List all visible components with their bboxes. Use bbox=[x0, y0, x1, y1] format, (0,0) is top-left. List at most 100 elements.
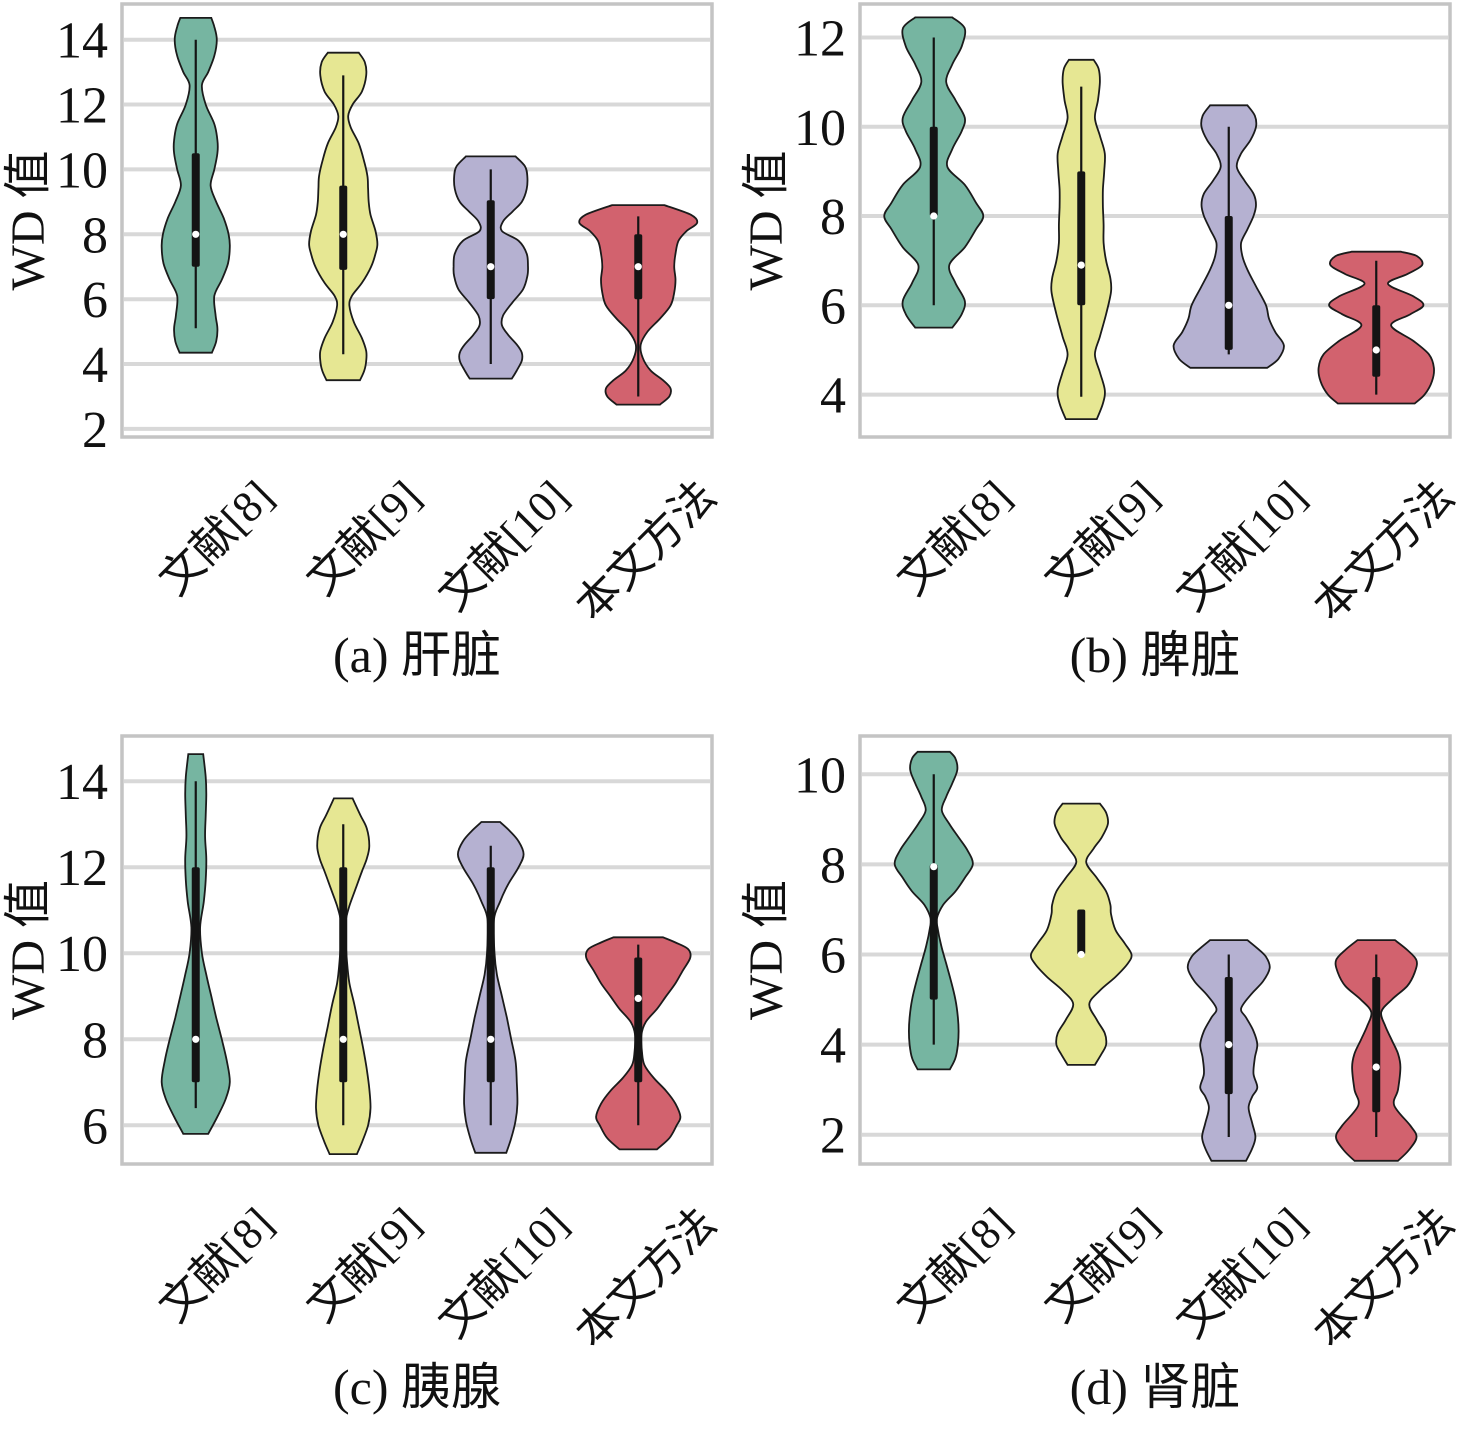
chart-a: 2 4 6 8 10 12 14 WD 值文献[8] 文献[9]文献[10]本文方法 (a) 肝脏 bbox=[2, 2, 725, 683]
median-dot-ref9 bbox=[1077, 950, 1085, 959]
x-tick-label-4: 本文方法 bbox=[566, 1198, 725, 1357]
chart-d: 2 4 6 8 10 WD 值文献[8] 文献[9]文献[10]本文方法 (d) 肾脏 bbox=[740, 734, 1463, 1415]
median-dot-ref9 bbox=[339, 1035, 347, 1043]
violin-ref10 bbox=[452, 155, 529, 380]
violin-ref8 bbox=[160, 17, 231, 354]
y-tick-label: 14 bbox=[56, 754, 108, 811]
x-tick-label-4: 本文方法 bbox=[566, 471, 725, 630]
chart-b: 4 6 8 10 12 WD 值文献[8] 文献[9]文献[10]本文方法 (b) 脾脏 bbox=[740, 2, 1463, 683]
iqr-box-ref9 bbox=[339, 867, 348, 1083]
panel-spleen: 4 6 8 10 12 WD 值文献[8] 文献[9] 文献[10] 本文方法 (b) 脾脏 bbox=[738, 0, 1476, 712]
x-tick-label-3: 文献[10] bbox=[429, 471, 578, 620]
panel-caption-a: (a) 肝脏 bbox=[333, 627, 501, 683]
y-axis-label: WD 值 bbox=[2, 151, 55, 291]
violin-ref10 bbox=[456, 821, 525, 1154]
violin-ref10 bbox=[1186, 939, 1271, 1162]
x-tick-label-2: 文献[9] bbox=[297, 1198, 430, 1331]
iqr-box-ref9 bbox=[339, 185, 348, 270]
x-tick-label-4: 本文方法 bbox=[1304, 1198, 1463, 1357]
y-axis-label: WD 值 bbox=[740, 880, 793, 1020]
iqr-box-ref8 bbox=[191, 153, 200, 267]
violin-ref8 bbox=[160, 753, 231, 1135]
x-tick-label-1: 文献[8] bbox=[888, 1198, 1021, 1331]
median-dot-ours bbox=[1372, 346, 1380, 354]
x-tick-label-3: 文献[10] bbox=[1167, 471, 1316, 620]
panel-liver: 2 4 6 8 10 12 14 WD 值文献[8] 文献[9] 文献[10] 本文方法 (a) 肝脏 bbox=[0, 0, 738, 712]
y-tick-label: 8 bbox=[820, 189, 846, 246]
y-tick-label: 4 bbox=[82, 337, 108, 394]
iqr-box-ours bbox=[1372, 305, 1381, 377]
median-dot-ref8 bbox=[930, 863, 938, 871]
violin-ours bbox=[1317, 250, 1435, 405]
y-tick-label: 8 bbox=[82, 1012, 108, 1069]
violin-ref9 bbox=[1030, 802, 1133, 1066]
y-axis-label: WD 值 bbox=[2, 880, 55, 1020]
y-tick-label: 6 bbox=[820, 278, 846, 335]
y-tick-label: 8 bbox=[820, 837, 846, 894]
panel-caption-d: (d) 肾脏 bbox=[1070, 1359, 1241, 1415]
panel-caption-b: (b) 脾脏 bbox=[1070, 627, 1241, 683]
y-tick-label: 12 bbox=[794, 11, 846, 68]
x-tick-label-2: 文献[9] bbox=[1035, 1198, 1168, 1331]
violin-ref10 bbox=[1172, 104, 1285, 369]
violin-ref9 bbox=[308, 51, 379, 382]
iqr-box-ours bbox=[1372, 977, 1381, 1113]
y-tick-label: 6 bbox=[820, 928, 846, 985]
iqr-box-ref8 bbox=[191, 867, 200, 1083]
x-tick-label-1: 文献[8] bbox=[150, 1198, 283, 1331]
violin-ours bbox=[584, 936, 692, 1151]
violin-ref8 bbox=[883, 16, 985, 329]
iqr-box-ref10 bbox=[1224, 977, 1233, 1095]
iqr-box-ref10 bbox=[486, 200, 495, 300]
iqr-box-ref8 bbox=[929, 864, 938, 1000]
y-tick-label: 6 bbox=[82, 1098, 108, 1155]
median-dot-ours bbox=[634, 263, 642, 271]
median-dot-ref9 bbox=[1077, 261, 1085, 269]
y-tick-label: 10 bbox=[56, 142, 108, 199]
panel-pancreas: 6 8 10 12 14 WD 值文献[8] 文献[9] 文献[10] 本文方法 (c) 胰腺 bbox=[0, 712, 738, 1424]
x-tick-label-2: 文献[9] bbox=[1035, 471, 1168, 604]
median-dot-ref8 bbox=[192, 230, 200, 238]
median-dot-ours bbox=[634, 994, 642, 1002]
chart-c: 6 8 10 12 14 WD 值文献[8] 文献[9]文献[10]本文方法 (c) 胰腺 bbox=[2, 734, 725, 1415]
median-dot-ref10 bbox=[487, 263, 495, 271]
iqr-box-ref10 bbox=[486, 867, 495, 1083]
median-dot-ref9 bbox=[339, 230, 347, 238]
y-tick-label: 12 bbox=[56, 78, 108, 135]
median-dot-ref10 bbox=[487, 1035, 495, 1043]
violin-ours bbox=[1334, 939, 1418, 1162]
iqr-box-ref9 bbox=[1077, 171, 1086, 306]
y-tick-label: 10 bbox=[794, 747, 846, 804]
iqr-box-ref8 bbox=[929, 126, 938, 217]
median-dot-ref10 bbox=[1225, 1041, 1233, 1049]
violin-ref9 bbox=[1050, 58, 1113, 420]
iqr-box-ref9 bbox=[1077, 909, 1086, 955]
x-tick-label-3: 文献[10] bbox=[429, 1198, 578, 1347]
median-dot-ref10 bbox=[1225, 301, 1233, 309]
y-tick-label: 4 bbox=[820, 1018, 846, 1075]
median-dot-ours bbox=[1372, 1063, 1380, 1071]
x-tick-label-2: 文献[9] bbox=[297, 471, 430, 604]
x-tick-label-3: 文献[10] bbox=[1167, 1198, 1316, 1347]
y-tick-label: 12 bbox=[56, 840, 108, 897]
median-dot-ref8 bbox=[192, 1035, 200, 1043]
iqr-box-ours bbox=[634, 957, 643, 1083]
y-tick-label: 10 bbox=[794, 100, 846, 157]
iqr-box-ref10 bbox=[1224, 216, 1233, 350]
y-tick-label: 2 bbox=[820, 1108, 846, 1165]
violin-ref9 bbox=[315, 797, 372, 1155]
x-tick-label-4: 本文方法 bbox=[1304, 471, 1463, 630]
y-tick-label: 2 bbox=[82, 402, 108, 459]
violin-ref8 bbox=[893, 750, 974, 1071]
x-tick-label-1: 文献[8] bbox=[150, 471, 283, 604]
y-axis-label: WD 值 bbox=[740, 151, 793, 291]
panel-caption-c: (c) 胰腺 bbox=[333, 1359, 501, 1415]
x-tick-label-1: 文献[8] bbox=[888, 471, 1021, 604]
violin-ours bbox=[578, 204, 699, 406]
y-tick-label: 8 bbox=[82, 207, 108, 264]
y-tick-label: 6 bbox=[82, 272, 108, 329]
y-tick-label: 14 bbox=[56, 13, 108, 70]
y-tick-label: 4 bbox=[820, 368, 846, 425]
median-dot-ref8 bbox=[930, 212, 938, 220]
